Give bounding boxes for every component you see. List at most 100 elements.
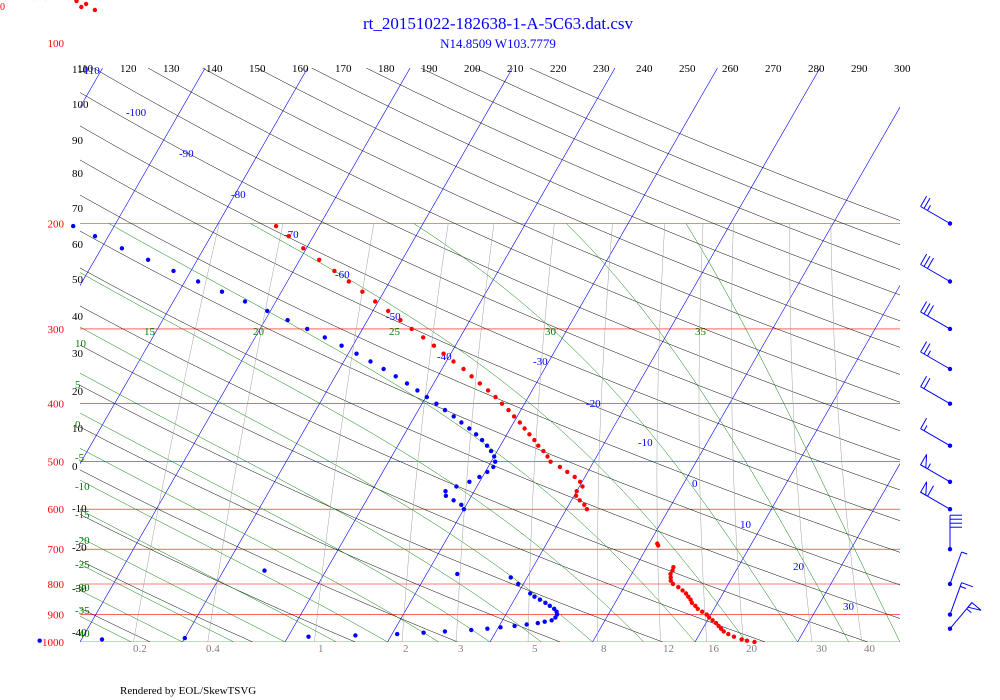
sounding-point [582,502,587,507]
chart-title: rt_20151022-182638-1-A-5C63.dat.csv [363,14,634,33]
isobar-grid [80,223,900,642]
theta-label: 160 [292,63,309,75]
isobar-label: 400 [48,399,65,411]
sounding-point [668,578,673,583]
theta-label: 260 [722,63,739,75]
moist-adiabat-left-label: 5 [75,379,81,391]
isotherm-line [797,463,900,642]
sounding-point [488,448,494,454]
sounding-point [537,597,543,602]
sounding-point [706,615,712,620]
isotherm-line [489,68,821,642]
sounding-point [339,343,344,348]
sounding-point [695,606,700,611]
isotherm-label: -70 [284,229,299,241]
sounding-point [688,597,693,602]
height-label: -20 [72,542,87,554]
moist-adiabat-grid [80,223,900,642]
sounding-point [739,637,744,642]
sounding-point [469,627,474,633]
corner-label: 0 [0,2,5,13]
sounding-point [511,414,517,419]
isotherm-line [80,68,411,642]
isotherm-label: -40 [437,351,452,363]
sounding-point [404,381,410,386]
wind-barb [920,301,953,332]
isotherm-label: 0 [692,478,698,490]
wind-barb [919,454,953,484]
wind-barb [947,551,968,587]
mixing-ratio-line [731,223,744,642]
sounding-point [92,7,98,13]
dry-adiabat-line [80,385,663,642]
sounding-point [37,638,42,643]
chart-subtitle: N14.8509 W103.7779 [440,36,556,51]
dry-adiabat-grid [80,68,900,642]
sounding-point [554,609,559,614]
sounding-point [499,401,505,406]
sounding-point [516,581,521,587]
sounding-point [524,622,529,627]
sounding-point [477,474,482,480]
isotherm-label: -100 [126,107,147,119]
dry-adiabat-line [80,560,253,642]
mixing-ratio-line [830,223,863,642]
sounding-point [182,635,187,641]
moist-adiabat-left-label: -35 [75,605,90,617]
sounding-point [693,603,698,608]
moist-adiabat-line [80,563,234,642]
wind-barb [920,195,953,226]
dry-adiabat-line [256,68,900,348]
isotherm-grid [80,68,900,642]
sounding-point [398,317,403,323]
sounding-point [527,432,532,437]
sounding-point [395,631,400,637]
sounding-point [680,588,685,593]
dry-adiabat-line [80,426,561,642]
wind-barb [920,418,953,448]
sounding-point [459,502,464,507]
sounding-traces [33,0,757,645]
theta-label: 300 [894,63,911,75]
moist-adiabat-line [80,590,183,642]
sounding-point [443,489,448,494]
moist-adiabat-line [80,641,81,642]
moist-adiabat-label: 30 [545,326,557,338]
moist-adiabat-left-label: -20 [75,535,90,547]
theta-label: 130 [163,63,180,75]
mixing-ratio-label: 1 [318,643,324,655]
sounding-point [485,388,491,393]
moist-adiabat-line [250,223,747,642]
sounding-point [119,246,125,251]
sounding-point [434,401,439,406]
theta-label: 280 [808,63,825,75]
sounding-point [285,317,290,323]
mixing-ratio-grid [133,223,863,642]
sounding-point [493,459,498,464]
sounding-point [393,374,398,379]
theta-label: 150 [249,63,266,75]
sounding-point [547,603,552,608]
height-label: -10 [72,503,87,515]
wind-barb [947,514,962,552]
isobar-label: 100 [48,38,65,50]
sounding-point [431,343,437,348]
sounding-point [353,633,358,638]
sounding-point [473,432,479,437]
sounding-point [522,426,527,431]
moist-adiabat-line [80,326,593,642]
height-label: 10 [72,423,84,435]
theta-label: 210 [507,63,524,75]
moist-adiabat-left-label: 10 [75,338,87,350]
sounding-point [508,575,513,580]
moist-adiabat-line [80,447,439,642]
moist-adiabat-line [413,223,798,642]
moist-adiabat-label: 15 [144,326,156,338]
wind-barb [920,341,953,372]
dry-adiabat-line [80,125,900,491]
sounding-point [572,474,577,480]
sounding-point [71,223,76,229]
isotherm-label: -60 [335,269,350,281]
mixing-ratio-label: 5 [532,643,538,655]
